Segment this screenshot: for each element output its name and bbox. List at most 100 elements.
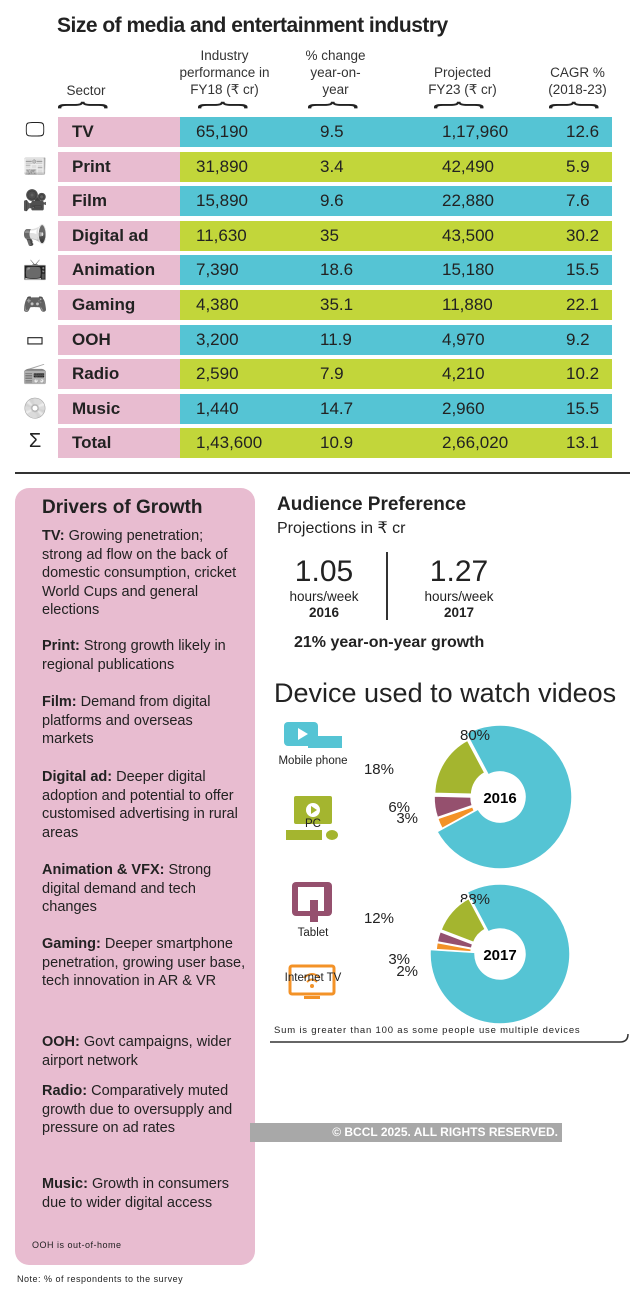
table-row: Gaming 4,380 35.1 11,880 22.1 <box>58 290 612 320</box>
fy23-cell: 1,17,960 <box>442 122 509 141</box>
fy23-cell: 4,970 <box>442 329 485 349</box>
stat-2017-year: 2017 <box>443 605 475 620</box>
slice-label: 3% <box>396 810 418 827</box>
table-row: Music 1,440 14.7 2,960 15.5 <box>58 393 612 424</box>
driver-label: Radio: <box>42 1083 88 1099</box>
driver-text: Growing penetration; strong ad flow on t… <box>42 528 237 618</box>
driver-label: Gaming: <box>42 936 101 952</box>
change-cell: 11.9 <box>320 329 352 349</box>
change-cell: 35 <box>320 225 339 245</box>
header-brace: { <box>57 101 118 109</box>
stat-2016-year: 2016 <box>308 605 340 620</box>
fy23-cell: 15,180 <box>442 260 494 280</box>
driver-item: Digital ad: Deeper digital adoption and … <box>42 768 247 842</box>
cagr-cell: 13.1 <box>566 433 600 453</box>
table-row: Film 15,890 9.6 22,880 7.6 <box>58 186 612 217</box>
driver-label: TV: <box>42 528 65 544</box>
change-cell: 14.7 <box>320 398 354 418</box>
header-brace: { <box>548 101 609 109</box>
driver-text: Deeper digital adoption and potential to… <box>42 769 238 841</box>
table-row: Animation TV 7,390 18.6 15,180 15.5 <box>58 255 612 309</box>
billboard-icon: ▭ <box>25 328 45 351</box>
table-row: OOH 3,200 11.9 4,970 9.2 <box>58 324 612 355</box>
slice-label: 2% <box>396 963 418 980</box>
fy18-cell: 7,390 <box>196 260 239 280</box>
change-cell: 7.9 <box>320 364 344 384</box>
stat-divider <box>386 552 388 620</box>
fy23-cell: 43,500 <box>442 225 494 245</box>
driver-text: Strong digital demand and tech changes <box>42 862 212 915</box>
cagr-cell: 15.5 <box>566 398 600 418</box>
megaphone-icon: 📢 <box>22 224 48 247</box>
sector-cell: Radio <box>58 359 180 390</box>
pc-icon <box>286 796 338 840</box>
audience-title: Audience Preference <box>277 494 467 515</box>
donut-slice-mobile-phone <box>435 724 573 870</box>
radio-icon: 📻 <box>22 363 48 386</box>
fy18-cell: 1,440 <box>196 398 239 418</box>
fy18-cell: 4,380 <box>196 295 239 314</box>
fy23-cell: 42,490 <box>442 156 494 176</box>
cagr-cell: 22.1 <box>566 295 600 314</box>
header-sector: Sector <box>66 83 106 98</box>
divider <box>15 472 630 474</box>
internet-tv-icon <box>288 964 336 999</box>
driver-label: Digital ad: <box>42 769 113 785</box>
change-cell: 3.4 <box>320 156 344 176</box>
fy18-cell: 1,43,600 <box>196 433 263 453</box>
slice-label: 12% <box>364 910 394 927</box>
table-row: Digital ad 11,630 35 43,500 30.2 <box>58 220 612 251</box>
driver-label: Animation & VFX: <box>42 862 165 878</box>
driver-item: Music: Growth in consumers due to wider … <box>42 1175 247 1212</box>
legend-label: Internet TV <box>284 972 342 984</box>
driver-item: Radio: Comparatively muted growth due to… <box>42 1082 247 1138</box>
legend-label: PC <box>305 818 321 830</box>
driver-text: Strong growth likely in regional publica… <box>42 638 226 673</box>
animation-tv-icon: 📺 <box>22 259 48 282</box>
donut-center-label: 2016 <box>483 790 516 807</box>
donut-slice-pc <box>433 739 486 796</box>
sector-cell: Total <box>58 428 180 459</box>
donut-slice-tablet <box>433 795 474 819</box>
driver-text: Deeper smartphone penetration, growing u… <box>42 936 246 989</box>
driver-text: Govt campaigns, wider airport network <box>42 1034 232 1069</box>
stat-2016-value: 1.05 <box>294 555 354 588</box>
fy18-cell: 15,890 <box>196 191 248 211</box>
sector-cell: Gaming <box>58 290 180 320</box>
donut-slice-pc <box>439 897 487 944</box>
change-cell: 18.6 <box>320 260 354 280</box>
sector-cell: Film <box>58 186 180 217</box>
cagr-cell: 9.2 <box>566 329 590 349</box>
fy23-cell: 11,880 <box>442 295 493 314</box>
driver-item: Animation & VFX: Strong digital demand a… <box>42 861 247 917</box>
table-row: TV 65,190 9.5 1,17,960 12.6 <box>58 117 612 147</box>
cagr-cell: 5.9 <box>566 156 590 176</box>
audience-subtitle: Projections in ₹ cr <box>277 520 406 537</box>
sector-cell: Animation TV <box>58 255 180 309</box>
stat-2017-unit: hours/week <box>424 589 494 604</box>
donut-center-label: 2017 <box>483 947 516 964</box>
header-brace: { <box>197 101 258 109</box>
driver-item: Gaming: Deeper smartphone penetration, g… <box>42 935 247 991</box>
legend-label: Tablet <box>297 927 329 939</box>
driver-text: Comparatively muted growth due to oversu… <box>42 1083 233 1136</box>
table-row: Print 31,890 3.4 42,490 5.9 <box>58 151 612 182</box>
fy18-cell: 31,890 <box>196 156 248 176</box>
header-fy23: Projected FY23 (₹ cr) <box>428 65 497 97</box>
sector-cell: OOH <box>58 324 180 355</box>
change-cell: 10.9 <box>320 433 354 453</box>
cagr-cell: 10.2 <box>566 364 600 384</box>
header-brace: { <box>433 101 494 109</box>
legend-label: Mobile phone <box>278 755 348 767</box>
devices-note: Sum is greater than 100 as some people u… <box>274 1025 581 1036</box>
change-cell: 35.1 <box>320 295 354 314</box>
drivers-title: Drivers of Growth <box>42 497 203 518</box>
driver-item: TV: Growing penetration; strong ad flow … <box>42 527 247 620</box>
driver-label: Music: <box>42 1176 88 1192</box>
donut-slice-mobile-phone <box>429 883 571 1025</box>
driver-label: OOH: <box>42 1034 80 1050</box>
gamepad-icon: 🎮 <box>22 294 48 316</box>
driver-item: Film: Demand from digital platforms and … <box>42 693 247 749</box>
stat-2017-value: 1.27 <box>429 555 489 588</box>
